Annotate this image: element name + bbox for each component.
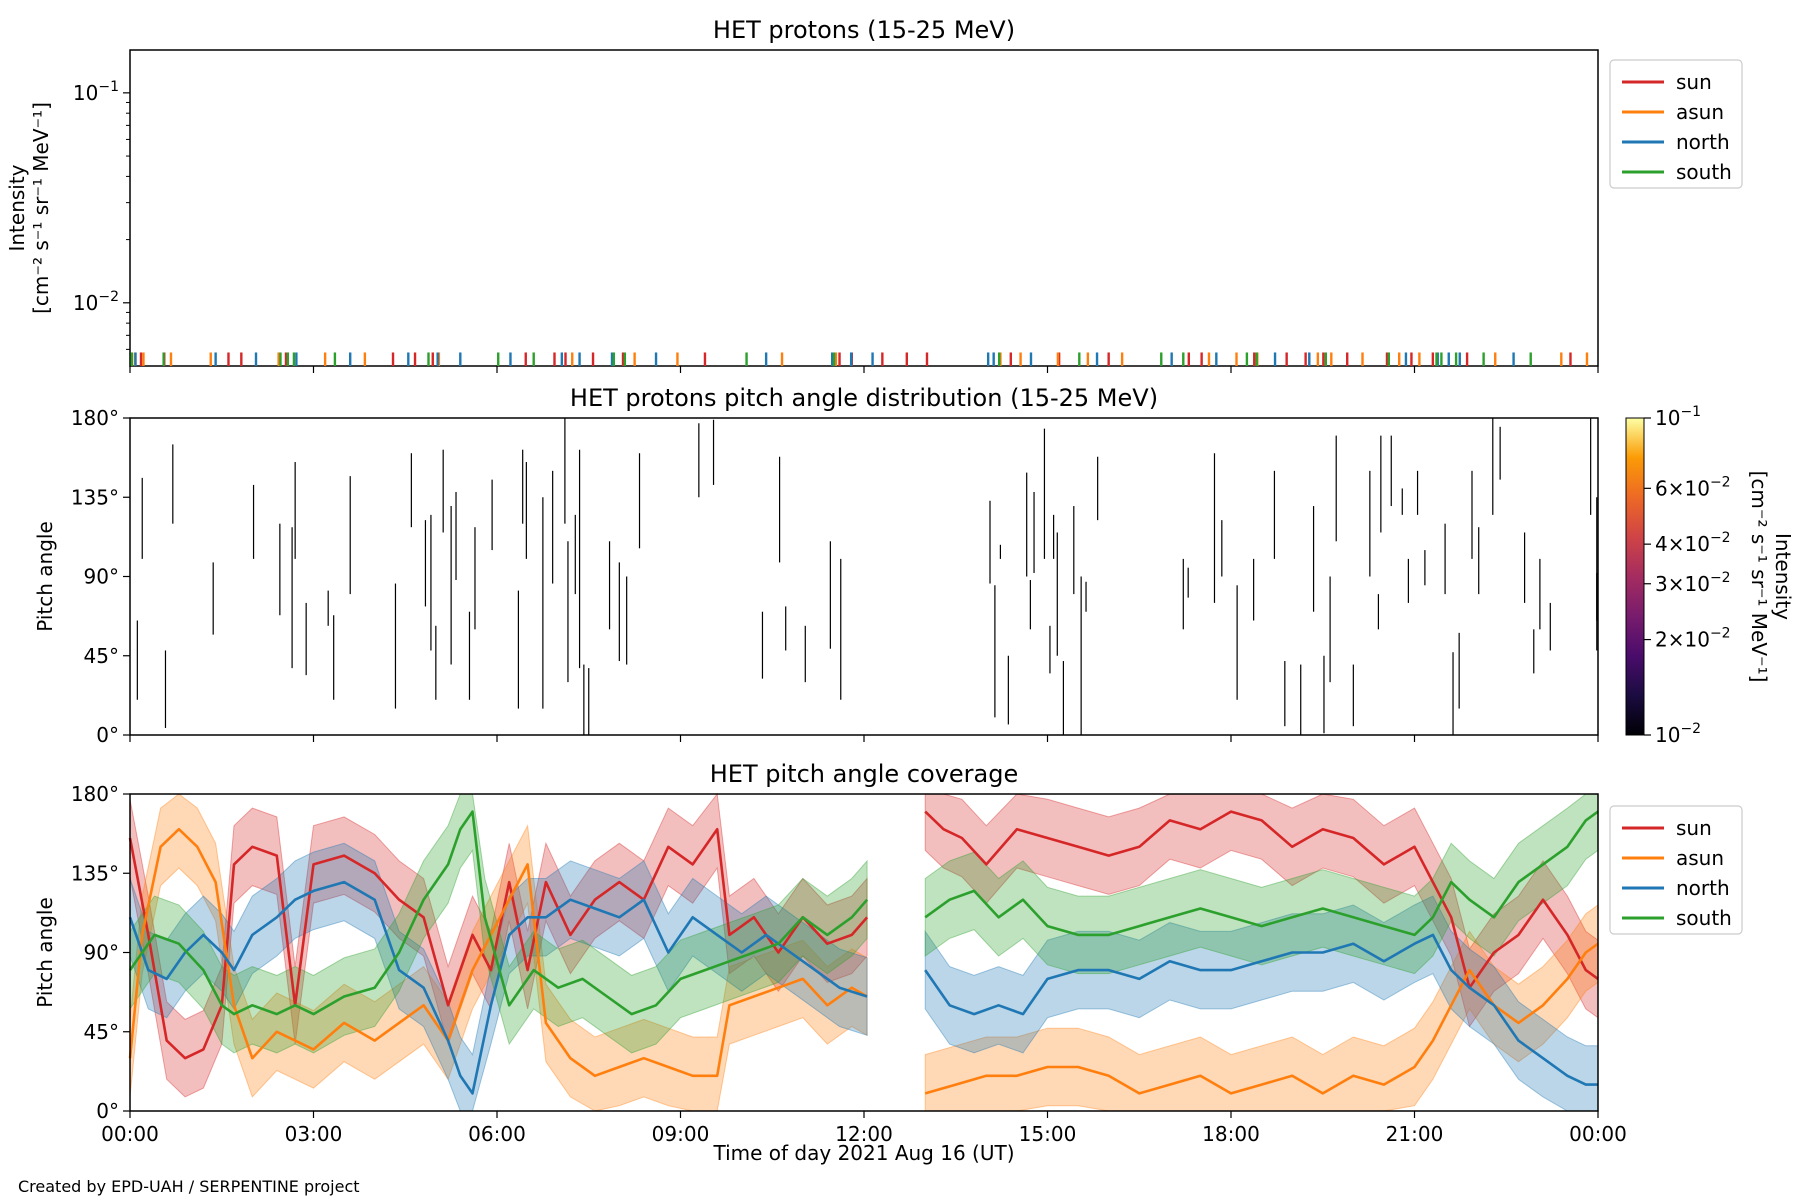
x-tick-label: 00:00 (1569, 1122, 1627, 1146)
intensity-plot-area (129, 49, 1599, 367)
legend-label-asun: asun (1676, 100, 1724, 124)
colorbar-tick-label: 2×10−2 (1655, 626, 1731, 652)
y-tick-label: 90° (84, 941, 119, 965)
footer-credit: Created by EPD-UAH / SERPENTINE project (18, 1177, 360, 1196)
legend-label-north: north (1676, 130, 1730, 154)
intensity-ylabel: Intensity (5, 164, 29, 251)
x-tick-label: 09:00 (652, 1122, 710, 1146)
x-tick-label: 21:00 (1386, 1122, 1444, 1146)
pitch-angle-distribution-panel: HET protons pitch angle distribution (15… (33, 384, 1795, 747)
y-tick-label: 45° (84, 644, 119, 668)
intensity-ylabel-units: [cm⁻² s⁻¹ sr⁻¹ MeV⁻¹] (29, 102, 53, 314)
coverage-line-asun (924, 942, 1599, 1095)
colorbar-tick-label: 6×10−2 (1655, 474, 1731, 500)
legend-label-south: south (1676, 906, 1732, 930)
coverage-line-south (924, 810, 1599, 937)
colorbar (1625, 417, 1645, 736)
x-tick-label: 15:00 (1019, 1122, 1077, 1146)
coverage-line-north (924, 933, 1598, 1086)
y-tick-label: 45° (84, 1020, 119, 1044)
y-tick-label: 0° (96, 723, 119, 747)
pitch-angle-coverage-panel: HET pitch angle coverage 0° 45° 90° 135° 180°… (33, 760, 1743, 1165)
legend-label-sun: sun (1676, 70, 1712, 94)
legend-label-asun: asun (1676, 846, 1724, 870)
y-tick-label: 180° (71, 782, 119, 806)
y-tick-label: 135° (71, 485, 119, 509)
y-tick-label: 90° (84, 565, 119, 589)
y-tick-label: 10−2 (73, 289, 119, 315)
colorbar-tick-label: 3×10−2 (1655, 570, 1731, 596)
coverage-band-sun (129, 792, 868, 1098)
x-tick-label: 12:00 (835, 1122, 893, 1146)
colorbar-label-units: [cm⁻² s⁻¹ sr⁻¹ MeV⁻¹] (1747, 471, 1771, 683)
coverage-band-south (129, 793, 868, 1054)
distribution-title: HET protons pitch angle distribution (15… (570, 384, 1158, 412)
legend-box (1609, 805, 1743, 935)
legend-label-north: north (1676, 876, 1730, 900)
x-tick-label: 03:00 (285, 1122, 343, 1146)
intensity-title: HET protons (15-25 MeV) (713, 16, 1015, 44)
coverage-line-south (128, 810, 869, 1016)
colorbar-tick-label: 10−2 (1655, 721, 1701, 747)
colorbar-tick-label: 10−1 (1655, 404, 1701, 430)
legend-box (1609, 59, 1743, 189)
legend-label-south: south (1676, 160, 1732, 184)
x-tick-label: 06:00 (468, 1122, 526, 1146)
x-axis-label: Time of day 2021 Aug 16 (UT) (712, 1141, 1014, 1165)
x-tick-label: 00:00 (101, 1122, 159, 1146)
colorbar-tick-label: 4×10−2 (1655, 530, 1731, 556)
coverage-band-asun (129, 793, 868, 1112)
coverage-line-north (128, 880, 868, 1095)
y-tick-label: 135° (71, 861, 119, 885)
y-tick-label: 10−1 (73, 79, 119, 105)
coverage-line-sun (128, 827, 869, 1060)
intensity-panel: HET protons (15-25 MeV) 10−1 10−2 Intensity… (5, 16, 1743, 373)
y-tick-label: 0° (96, 1099, 119, 1123)
colorbar-label: Intensity (1771, 533, 1795, 620)
legend-label-sun: sun (1676, 816, 1712, 840)
coverage-title: HET pitch angle coverage (710, 760, 1018, 788)
y-tick-label: 180° (71, 406, 119, 430)
x-tick-label: 18:00 (1202, 1122, 1260, 1146)
y-axis-label: Pitch angle (33, 521, 57, 632)
y-axis-label: Pitch angle (33, 897, 57, 1008)
coverage-line-sun (924, 810, 1599, 989)
